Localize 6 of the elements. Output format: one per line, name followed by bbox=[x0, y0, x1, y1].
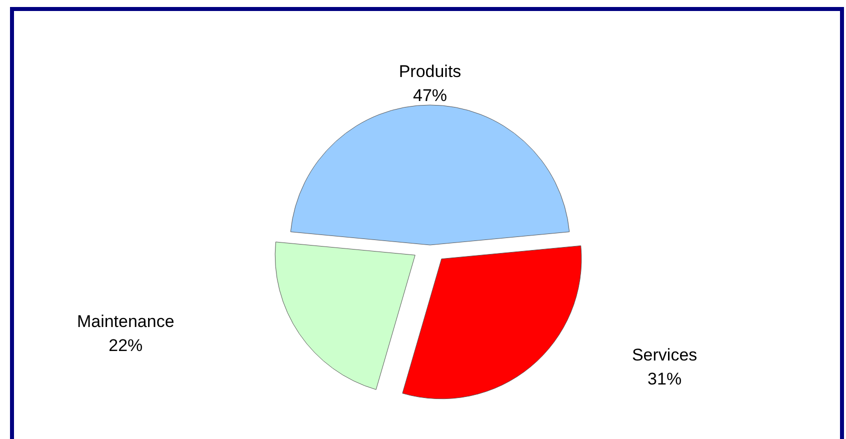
data-label: 31% bbox=[648, 369, 682, 388]
slice-label: Services bbox=[632, 345, 698, 364]
data-label: 22% bbox=[108, 336, 143, 355]
slice-label: Maintenance bbox=[76, 312, 174, 331]
data-label: 47% bbox=[412, 86, 448, 105]
slice-label: Produits bbox=[398, 62, 462, 81]
